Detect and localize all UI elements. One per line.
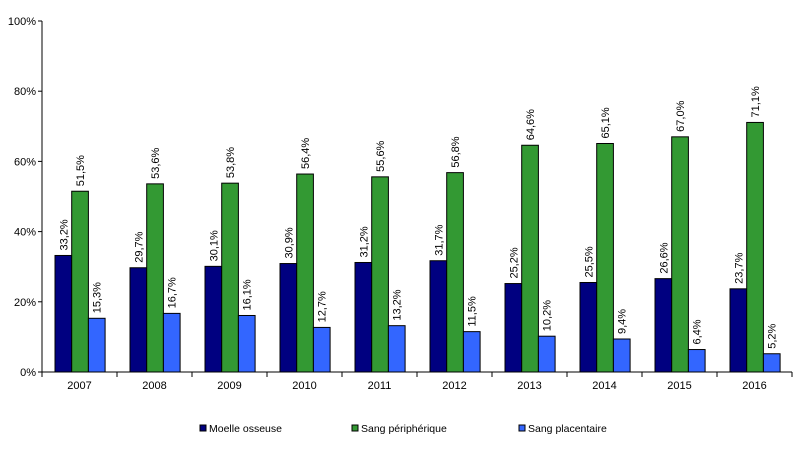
x-tick-label: 2015 — [667, 380, 691, 392]
data-label: 15,3% — [92, 282, 104, 313]
data-label: 10,2% — [542, 300, 554, 331]
legend-swatch — [199, 424, 207, 432]
legend-label: Sang périphérique — [361, 423, 447, 435]
data-label: 25,5% — [583, 246, 595, 277]
data-label: 64,6% — [525, 109, 537, 140]
y-tick-label: 80% — [14, 86, 36, 98]
bar-sang-placentaire — [687, 349, 706, 373]
bar-sang-placentaire — [462, 331, 481, 373]
data-label: 33,2% — [58, 219, 70, 250]
data-label: 26,6% — [658, 242, 670, 273]
bar-moelle-osseuse — [279, 263, 298, 373]
bar-sang-p-riph-rique — [521, 144, 539, 373]
data-label: 31,7% — [433, 224, 445, 255]
data-label: 16,7% — [167, 277, 179, 308]
x-tick-label: 2008 — [142, 380, 166, 392]
bar-sang-p-riph-rique — [296, 173, 314, 373]
data-label: 65,1% — [600, 107, 612, 138]
bar-moelle-osseuse — [354, 261, 373, 373]
bar-sang-placentaire — [237, 314, 256, 373]
legend-item: Sang périphérique — [351, 423, 447, 435]
legend-item: Moelle osseuse — [199, 423, 282, 435]
bar-sang-placentaire — [537, 335, 556, 373]
bar-sang-placentaire — [87, 317, 106, 373]
bar-sang-p-riph-rique — [596, 142, 614, 373]
data-label: 11,5% — [467, 296, 479, 327]
bar-moelle-osseuse — [729, 288, 748, 373]
x-tick-label: 2011 — [368, 380, 392, 392]
y-tick-label: 40% — [14, 227, 36, 239]
bar-sang-p-riph-rique — [146, 183, 164, 373]
bar-moelle-osseuse — [654, 278, 673, 373]
data-label: 5,2% — [767, 323, 779, 348]
bar-sang-p-riph-rique — [221, 182, 239, 373]
x-tick-label: 2010 — [292, 380, 316, 392]
bar-sang-placentaire — [762, 353, 781, 373]
bar-sang-placentaire — [612, 338, 631, 373]
bar-sang-p-riph-rique — [371, 176, 389, 373]
data-label: 51,5% — [75, 155, 87, 186]
bar-moelle-osseuse — [54, 254, 73, 373]
bar-moelle-osseuse — [204, 265, 223, 373]
x-tick-label: 2014 — [592, 380, 616, 392]
y-tick-label: 100% — [8, 16, 36, 28]
bar-moelle-osseuse — [504, 283, 523, 373]
data-label: 12,7% — [317, 291, 329, 322]
data-label: 31,2% — [358, 226, 370, 257]
data-label: 30,9% — [283, 227, 295, 258]
x-tick-label: 2007 — [67, 380, 91, 392]
bar-sang-p-riph-rique — [746, 121, 764, 373]
bar-moelle-osseuse — [129, 267, 148, 373]
data-label: 30,1% — [208, 230, 220, 261]
data-label: 6,4% — [692, 319, 704, 344]
bar-sang-placentaire — [387, 325, 406, 373]
legend-swatch — [351, 424, 359, 432]
bar-sang-placentaire — [162, 312, 181, 373]
data-label: 55,6% — [375, 140, 387, 171]
x-tick-label: 2009 — [217, 380, 241, 392]
bar-moelle-osseuse — [429, 260, 448, 373]
data-label: 16,1% — [242, 279, 254, 310]
legend-swatch — [518, 424, 526, 432]
data-label: 23,7% — [733, 252, 745, 283]
data-label: 56,8% — [450, 136, 462, 167]
legend-label: Sang placentaire — [528, 423, 607, 435]
bar-sang-placentaire — [312, 326, 331, 373]
legend-label: Moelle osseuse — [209, 423, 282, 435]
bar-sang-p-riph-rique — [71, 190, 89, 373]
y-tick-label: 20% — [14, 297, 36, 309]
data-label: 71,1% — [750, 86, 762, 117]
data-label: 9,4% — [617, 309, 629, 334]
legend-item: Sang placentaire — [518, 423, 607, 435]
data-label: 67,0% — [675, 100, 687, 131]
x-tick-label: 2012 — [442, 380, 466, 392]
y-tick-label: 0% — [20, 367, 36, 379]
y-tick-label: 60% — [14, 156, 36, 168]
x-tick-label: 2016 — [742, 380, 766, 392]
data-label: 56,4% — [300, 138, 312, 169]
data-label: 25,2% — [508, 247, 520, 278]
bar-sang-p-riph-rique — [671, 136, 689, 373]
bar-sang-p-riph-rique — [446, 172, 464, 373]
data-label: 53,8% — [225, 147, 237, 178]
data-label: 13,2% — [392, 289, 404, 320]
data-label: 29,7% — [133, 231, 145, 262]
data-label: 53,6% — [150, 147, 162, 178]
x-tick-label: 2013 — [517, 380, 541, 392]
bar-moelle-osseuse — [579, 281, 598, 373]
